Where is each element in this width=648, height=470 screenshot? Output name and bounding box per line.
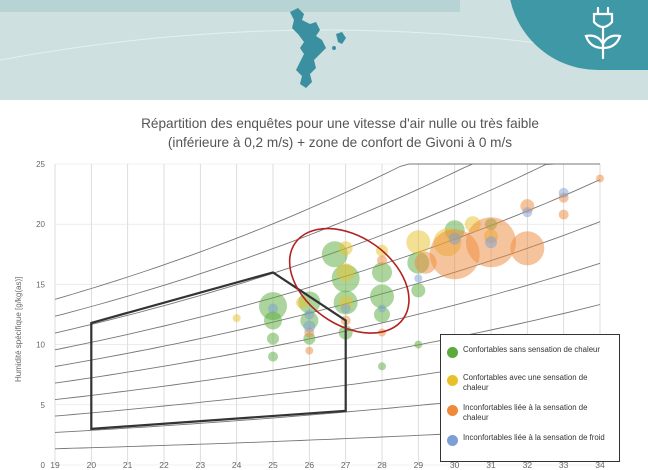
x-tick-label: 31 bbox=[486, 460, 496, 470]
x-tick-label: 26 bbox=[305, 460, 315, 470]
data-point bbox=[340, 303, 351, 314]
data-point bbox=[414, 251, 437, 274]
data-point bbox=[304, 309, 315, 320]
highlight-ellipse bbox=[288, 227, 410, 334]
x-tick-label: 29 bbox=[414, 460, 424, 470]
x-axis-ticks: 19 20 21 22 23 24 25 26 27 28 29 30 31 32 33 34 bbox=[50, 460, 605, 470]
y-tick-label: 20 bbox=[36, 220, 45, 229]
legend-swatch bbox=[447, 347, 458, 358]
rh-curve bbox=[54, 163, 600, 300]
header-top-band bbox=[0, 0, 460, 12]
x-tick-label: 33 bbox=[559, 460, 569, 470]
x-tick-label: 28 bbox=[377, 460, 387, 470]
y-tick-label: 15 bbox=[36, 280, 45, 289]
y-tick-label: 10 bbox=[36, 341, 45, 350]
data-point bbox=[414, 340, 423, 349]
data-point bbox=[268, 303, 278, 314]
legend-swatch bbox=[447, 435, 458, 446]
data-point bbox=[370, 284, 394, 309]
data-point bbox=[510, 231, 545, 266]
x-tick-label: 34 bbox=[595, 460, 605, 470]
data-point bbox=[264, 311, 282, 330]
legend-label: Confortables sans sensation de chaleur bbox=[463, 345, 600, 354]
chart-title-line2: (inférieure à 0,2 m/s) + zone de confort… bbox=[167, 135, 513, 150]
x-tick-label: 19 bbox=[50, 460, 60, 470]
legend-label: Inconfortables liée à la sensation de fr… bbox=[463, 433, 605, 442]
rh-curve bbox=[54, 262, 601, 384]
data-point bbox=[378, 362, 386, 371]
data-point bbox=[374, 306, 390, 323]
x-tick-label: 21 bbox=[123, 460, 133, 470]
data-point bbox=[268, 351, 278, 362]
data-point bbox=[522, 207, 533, 218]
data-point bbox=[558, 209, 569, 220]
y-axis-ticks: 0 5 10 15 20 25 bbox=[36, 160, 45, 470]
rh-curve bbox=[54, 179, 601, 351]
data-point bbox=[267, 332, 279, 345]
legend-swatch bbox=[447, 405, 458, 416]
data-point bbox=[485, 236, 497, 249]
data-point bbox=[596, 174, 604, 183]
data-point bbox=[448, 232, 461, 245]
data-point bbox=[411, 283, 426, 298]
chart-points bbox=[232, 174, 604, 371]
x-tick-label: 27 bbox=[341, 460, 351, 470]
data-point bbox=[338, 241, 353, 256]
data-point bbox=[378, 304, 386, 313]
x-tick-label: 23 bbox=[196, 460, 206, 470]
x-tick-label: 24 bbox=[232, 460, 242, 470]
y-tick-label: 5 bbox=[41, 401, 46, 410]
data-point bbox=[296, 296, 309, 309]
data-point bbox=[232, 314, 241, 323]
x-tick-label: 25 bbox=[268, 460, 278, 470]
legend-swatch bbox=[447, 375, 458, 386]
y-axis-label: Humidité spécifique [g/kg(as)] bbox=[14, 276, 23, 382]
data-point bbox=[377, 255, 387, 266]
y-tick-label: 25 bbox=[36, 160, 45, 169]
data-point bbox=[558, 187, 569, 198]
rh-curve bbox=[54, 304, 601, 401]
legend-label: Confortables avec une sensation de chale… bbox=[463, 373, 588, 392]
data-point bbox=[336, 263, 355, 282]
data-point bbox=[305, 346, 314, 355]
x-tick-label: 20 bbox=[87, 460, 97, 470]
highlight-ellipse-shape bbox=[288, 227, 410, 334]
y-tick-label: 0 bbox=[41, 461, 46, 470]
legend-label: Inconfortables liée à la sensation de ch… bbox=[463, 403, 588, 422]
scatter-chart: 0 5 10 15 20 25 19 20 21 22 23 24 25 26 27 28 29 30 31 32 3… bbox=[36, 160, 605, 470]
data-point bbox=[406, 230, 431, 255]
data-point bbox=[303, 320, 316, 333]
chart-legend: Confortables sans sensation de chaleur C… bbox=[440, 334, 620, 462]
x-tick-label: 22 bbox=[159, 460, 169, 470]
plug-plant-icon bbox=[584, 6, 622, 60]
data-point bbox=[372, 262, 392, 283]
comfort-zone-polygon bbox=[90, 271, 347, 431]
chart-title-line1: Répartition des enquêtes pour une vitess… bbox=[141, 116, 539, 131]
x-tick-label: 30 bbox=[450, 460, 460, 470]
mayotte-island-map-icon bbox=[290, 8, 346, 88]
data-point bbox=[414, 274, 423, 283]
givoni-comfort-zone bbox=[90, 271, 347, 431]
x-tick-label: 32 bbox=[523, 460, 533, 470]
